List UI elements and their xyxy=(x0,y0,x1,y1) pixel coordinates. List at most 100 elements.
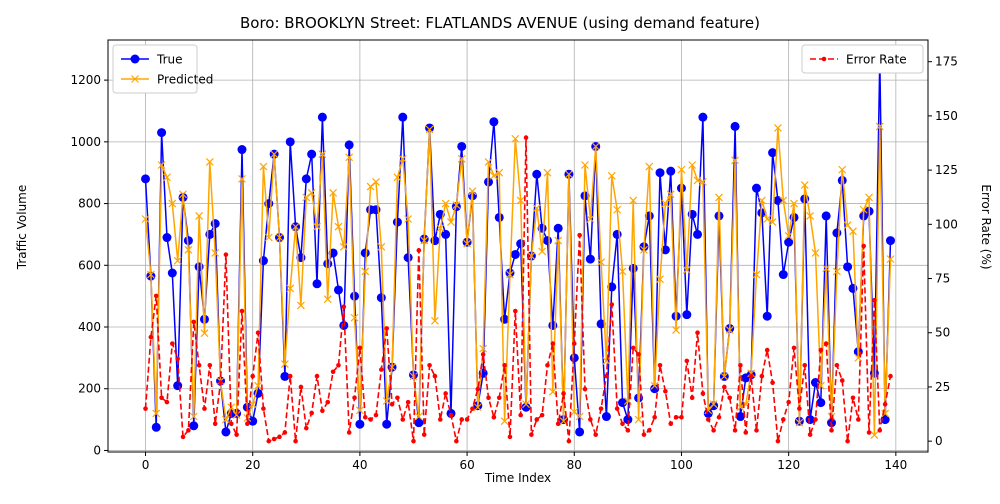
point-predicted xyxy=(393,173,402,182)
point-true xyxy=(301,174,311,184)
x-tick-label: 20 xyxy=(245,458,260,472)
point-predicted xyxy=(602,357,611,365)
point-error-rate xyxy=(368,417,373,422)
x-tick-label: 60 xyxy=(459,458,474,472)
point-error-rate xyxy=(679,415,684,420)
point-predicted xyxy=(870,431,879,439)
point-predicted xyxy=(361,267,370,276)
point-predicted xyxy=(752,270,761,279)
point-error-rate xyxy=(518,412,523,418)
point-error-rate xyxy=(362,415,368,420)
point-error-rate xyxy=(395,395,400,401)
legend-label-true: True xyxy=(156,53,183,67)
point-predicted xyxy=(564,170,573,179)
point-true xyxy=(644,211,654,221)
point-true xyxy=(575,427,585,437)
point-predicted xyxy=(297,301,305,310)
point-error-rate xyxy=(561,391,566,396)
point-predicted xyxy=(457,154,466,163)
point-predicted xyxy=(280,360,289,368)
point-predicted xyxy=(736,403,745,412)
point-error-rate xyxy=(159,395,164,401)
point-error-rate xyxy=(523,135,529,140)
point-error-rate xyxy=(711,428,716,433)
point-predicted xyxy=(511,134,520,143)
point-error-rate xyxy=(727,395,732,401)
point-true xyxy=(532,169,542,179)
y-right-tick-label: 175 xyxy=(935,55,958,69)
point-error-rate xyxy=(255,330,261,336)
point-predicted xyxy=(307,188,316,197)
point-error-rate xyxy=(593,432,599,437)
point-predicted xyxy=(731,156,739,165)
point-true xyxy=(167,268,177,278)
x-tick-label: 140 xyxy=(884,458,907,472)
point-true xyxy=(403,253,413,263)
point-predicted xyxy=(672,326,681,335)
point-predicted xyxy=(452,201,461,210)
point-predicted xyxy=(613,205,622,214)
point-error-rate xyxy=(802,362,808,368)
point-true xyxy=(628,263,638,273)
point-error-rate xyxy=(823,341,829,346)
point-error-rate xyxy=(437,417,443,422)
point-predicted xyxy=(865,193,873,202)
point-true xyxy=(237,145,247,155)
point-predicted xyxy=(522,400,530,409)
point-predicted xyxy=(698,178,707,186)
point-true xyxy=(585,254,595,264)
point-error-rate xyxy=(507,434,513,440)
point-true xyxy=(285,137,295,147)
point-true xyxy=(189,421,199,431)
point-true xyxy=(735,412,745,422)
y-left-tick-label: 400 xyxy=(78,320,101,334)
point-predicted xyxy=(720,372,729,381)
point-error-rate xyxy=(373,412,379,418)
point-error-rate xyxy=(234,432,239,437)
y-right-tick-label: 150 xyxy=(935,109,958,123)
point-true xyxy=(521,402,531,412)
point-predicted xyxy=(205,157,214,166)
point-error-rate xyxy=(684,358,690,364)
point-error-rate xyxy=(657,362,663,368)
point-true xyxy=(205,229,215,239)
point-true xyxy=(430,236,440,246)
point-predicted xyxy=(800,181,809,189)
point-predicted xyxy=(398,154,407,163)
point-error-rate xyxy=(647,428,652,433)
point-error-rate xyxy=(486,395,491,401)
point-error-rate xyxy=(818,347,824,353)
point-true xyxy=(768,148,778,158)
point-predicted xyxy=(554,236,563,245)
point-error-rate xyxy=(641,432,647,437)
point-true xyxy=(816,398,826,408)
point-error-rate xyxy=(287,373,293,379)
y-right-tick-label: 50 xyxy=(935,326,950,340)
point-error-rate xyxy=(325,399,331,405)
point-predicted xyxy=(377,242,386,251)
point-predicted xyxy=(634,415,643,424)
point-true xyxy=(762,311,772,321)
point-error-rate xyxy=(293,438,298,444)
point-error-rate xyxy=(620,421,625,427)
point-error-rate xyxy=(888,373,893,379)
point-predicted xyxy=(291,222,300,231)
point-predicted xyxy=(822,264,831,273)
point-error-rate xyxy=(421,432,427,437)
legend-marker-true xyxy=(130,54,140,64)
point-predicted xyxy=(334,222,343,231)
point-true xyxy=(885,236,895,246)
point-error-rate xyxy=(716,415,722,420)
y-right-tick-label: 25 xyxy=(935,380,950,394)
point-error-rate xyxy=(175,356,180,362)
point-predicted xyxy=(849,227,857,236)
point-error-rate xyxy=(786,399,791,405)
point-error-rate xyxy=(341,304,347,310)
point-predicted xyxy=(473,403,482,412)
point-predicted xyxy=(468,187,477,196)
point-error-rate xyxy=(191,319,197,325)
point-error-rate xyxy=(448,412,454,418)
point-error-rate xyxy=(877,428,883,433)
point-error-rate xyxy=(153,293,159,299)
